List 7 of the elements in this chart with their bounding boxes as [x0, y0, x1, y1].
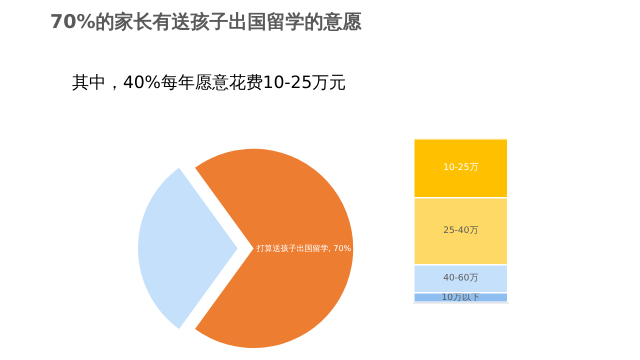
series-label: 25-40万 — [443, 226, 478, 236]
series-label: 40-60万 — [443, 274, 478, 284]
chart-subtitle: 其中，40%每年愿意花费10-25万元 — [72, 73, 346, 93]
chart-title: 70%的家长有送孩子出国留学的意愿 — [50, 11, 362, 33]
slice-label: 打算送孩子出国留学, 70% — [255, 244, 352, 253]
series-label: 10-25万 — [443, 163, 478, 174]
series-label: 10万以下 — [442, 292, 480, 303]
